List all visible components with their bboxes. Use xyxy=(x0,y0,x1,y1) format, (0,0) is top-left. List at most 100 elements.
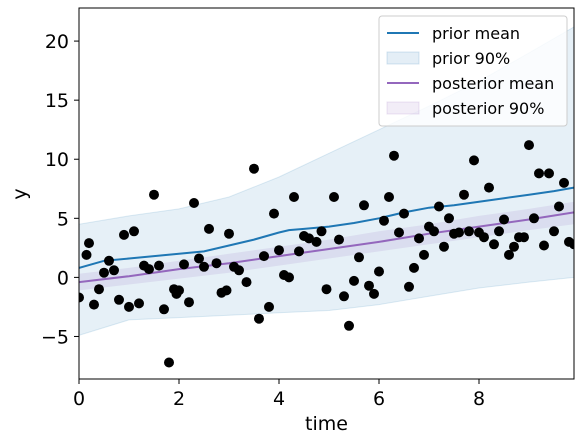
data-point xyxy=(399,208,409,219)
data-point xyxy=(179,259,189,270)
legend-label: posterior mean xyxy=(432,74,554,93)
y-axis-ticks: −5 0 5 10 15 20 xyxy=(41,31,79,348)
data-point xyxy=(364,280,374,291)
y-tick-label: −5 xyxy=(41,326,69,348)
data-point xyxy=(109,265,119,276)
legend-band-swatch xyxy=(386,51,420,65)
prior-mean-layer xyxy=(79,186,574,269)
data-point xyxy=(469,155,479,166)
data-point xyxy=(311,236,322,247)
data-point xyxy=(94,284,104,295)
x-tick-label: 4 xyxy=(273,388,285,410)
data-point xyxy=(439,241,449,252)
data-point xyxy=(539,240,549,251)
data-point xyxy=(569,239,574,250)
data-point xyxy=(159,304,169,315)
data-point xyxy=(119,229,129,240)
data-point xyxy=(394,227,404,238)
data-point xyxy=(434,201,444,212)
data-point xyxy=(154,260,164,271)
data-point xyxy=(84,238,94,249)
x-tick-label: 2 xyxy=(173,388,185,410)
data-point xyxy=(211,258,222,269)
data-point xyxy=(241,277,252,288)
data-point xyxy=(221,285,232,296)
data-point xyxy=(89,299,99,310)
data-point xyxy=(321,284,332,295)
data-point xyxy=(164,357,174,368)
data-point xyxy=(379,215,389,226)
y-axis-label: y xyxy=(9,188,31,199)
data-point xyxy=(184,297,194,308)
data-point xyxy=(529,213,539,224)
data-point xyxy=(264,301,274,312)
data-point xyxy=(369,288,379,299)
x-tick-label: 6 xyxy=(373,388,385,410)
x-axis-label: time xyxy=(305,413,348,435)
data-point xyxy=(269,208,279,219)
data-point xyxy=(419,249,429,260)
data-point xyxy=(354,252,364,263)
data-point xyxy=(99,267,109,278)
data-point xyxy=(199,261,209,272)
data-point xyxy=(274,245,284,256)
posterior-mean-layer xyxy=(79,211,574,284)
data-point xyxy=(134,298,144,309)
legend-label: prior mean xyxy=(432,24,520,43)
data-point xyxy=(149,189,159,200)
data-point xyxy=(224,228,234,239)
posterior-mean-line xyxy=(79,211,574,284)
data-point xyxy=(259,251,269,262)
data-point xyxy=(459,189,469,200)
data-point xyxy=(249,163,259,174)
x-tick-label: 0 xyxy=(73,388,85,410)
x-tick-label: 8 xyxy=(473,388,485,410)
data-point xyxy=(414,233,424,244)
data-point xyxy=(349,275,359,286)
data-point xyxy=(559,177,569,188)
data-point xyxy=(316,226,327,237)
data-point xyxy=(284,272,294,283)
y-tick-label: 0 xyxy=(57,267,69,289)
data-point xyxy=(334,234,344,245)
data-points-layer xyxy=(79,140,574,368)
data-point xyxy=(429,226,439,237)
y-tick-label: 10 xyxy=(45,149,69,171)
data-point xyxy=(174,285,184,296)
data-point xyxy=(409,262,419,273)
y-tick-label: 5 xyxy=(57,208,69,230)
data-point xyxy=(544,168,554,179)
data-point xyxy=(104,255,114,266)
x-axis-ticks: 0 2 4 6 8 xyxy=(73,379,485,410)
legend-label: prior 90% xyxy=(432,49,510,68)
data-point xyxy=(549,226,559,237)
y-tick-label: 15 xyxy=(45,90,69,112)
data-point xyxy=(329,192,339,202)
data-point xyxy=(81,249,92,260)
legend: prior mean prior 90% posterior mean posteri… xyxy=(378,15,568,127)
data-point xyxy=(504,249,514,260)
data-point xyxy=(124,301,134,312)
data-point xyxy=(479,232,489,243)
legend-label: posterior 90% xyxy=(432,99,544,118)
data-point xyxy=(484,182,494,193)
legend-band-swatch xyxy=(386,101,420,115)
data-point xyxy=(204,223,214,234)
data-point xyxy=(129,226,139,237)
prior-mean-line xyxy=(79,186,574,269)
data-point xyxy=(144,264,154,275)
data-point xyxy=(464,226,474,237)
data-point xyxy=(344,320,354,331)
data-point xyxy=(189,198,199,208)
data-point xyxy=(404,281,414,292)
data-point xyxy=(454,227,464,238)
data-point xyxy=(79,292,84,303)
data-point xyxy=(194,253,204,264)
data-point xyxy=(509,241,519,252)
data-point xyxy=(524,140,534,151)
data-point xyxy=(234,265,244,276)
data-point xyxy=(359,200,369,211)
data-point xyxy=(444,213,454,224)
data-point xyxy=(489,239,499,250)
data-point xyxy=(384,192,394,202)
